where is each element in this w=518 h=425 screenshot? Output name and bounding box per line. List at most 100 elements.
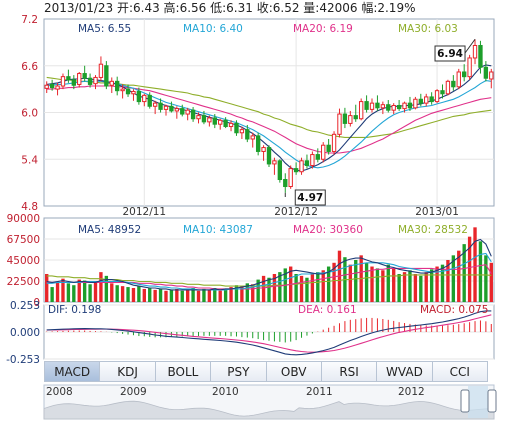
candle-body xyxy=(483,66,489,79)
volume-bar xyxy=(50,287,54,302)
candle-body xyxy=(239,129,245,134)
candlestick xyxy=(386,100,391,113)
candle-body xyxy=(218,119,223,125)
candlestick xyxy=(299,157,304,175)
candlestick xyxy=(424,93,429,107)
volume-bar xyxy=(451,255,456,302)
candlestick xyxy=(364,95,369,113)
volume-bar xyxy=(115,285,119,302)
candlestick xyxy=(44,81,49,94)
tab-macd[interactable]: MACD xyxy=(44,361,101,382)
candlestick xyxy=(174,106,180,119)
timeline-left-handle[interactable] xyxy=(460,389,470,413)
tab-psy[interactable]: PSY xyxy=(211,361,267,382)
candlestick xyxy=(402,101,407,113)
indicator-tabs: MACD KDJ BOLL PSY OBV RSI WVAD CCI xyxy=(44,361,488,382)
candlestick xyxy=(71,75,77,90)
volume-bar xyxy=(131,288,136,302)
volume-bar xyxy=(364,262,369,302)
candle-body xyxy=(104,65,109,87)
volume-bar xyxy=(61,278,65,302)
candlestick xyxy=(239,126,245,139)
candlestick xyxy=(93,75,98,90)
timeline-right-handle[interactable] xyxy=(487,389,497,413)
candle-body xyxy=(158,102,163,110)
macd-legend-dea: DEA: 0.161 xyxy=(298,304,357,316)
candle-body xyxy=(407,102,413,109)
candle-body xyxy=(245,129,250,140)
candle-body xyxy=(348,115,353,124)
candlestick xyxy=(358,98,364,121)
tab-wvad[interactable]: WVAD xyxy=(377,361,433,382)
timeline-selection[interactable] xyxy=(468,386,488,418)
candlestick xyxy=(109,77,114,94)
candle-body xyxy=(375,102,380,109)
candle-body xyxy=(190,109,196,120)
volume-bar xyxy=(402,272,407,302)
volume-bar xyxy=(104,275,109,302)
date-label-2013-01: 2013/01 xyxy=(415,206,459,218)
volume-bar xyxy=(99,272,103,302)
candle-body xyxy=(440,90,445,95)
candlestick xyxy=(60,73,66,90)
candle-body xyxy=(326,144,331,152)
candlestick xyxy=(180,104,185,117)
volume-bar xyxy=(256,279,260,302)
timeline-navigator[interactable]: 2008 2009 2010 2011 2012 xyxy=(43,384,497,420)
volume-bar xyxy=(93,282,98,302)
candle-body xyxy=(424,96,429,104)
candle-body xyxy=(201,115,207,123)
price-ma20-line xyxy=(46,85,492,154)
timeline-year-2010: 2010 xyxy=(212,386,239,398)
macd-y-tick-label: -0.253 xyxy=(6,354,40,366)
candle-body xyxy=(142,94,147,103)
volume-bar xyxy=(240,286,244,302)
date-label-2012-11: 2012/11 xyxy=(122,206,166,218)
candlestick xyxy=(55,82,60,96)
volume-bar xyxy=(348,264,353,302)
candle-body xyxy=(380,104,386,109)
tab-obv[interactable]: OBV xyxy=(266,361,322,382)
candle-body xyxy=(304,160,310,166)
candle-body xyxy=(82,73,87,79)
volume-bar xyxy=(478,241,483,302)
candlestick xyxy=(489,68,494,89)
candle-body xyxy=(212,117,217,125)
volume-y-tick-label: 45000 xyxy=(7,255,40,267)
volume-bar xyxy=(142,288,146,302)
candle-body xyxy=(120,88,125,92)
volume-bar xyxy=(82,280,87,302)
tab-boll[interactable]: BOLL xyxy=(155,361,212,382)
candlestick xyxy=(115,76,120,96)
volume-bar xyxy=(158,288,163,302)
volume-bar xyxy=(169,289,174,302)
header-ohlc-text: 2013/01/23 开:6.43 高:6.56 低:6.31 收:6.52 量… xyxy=(44,0,415,15)
macd-dea-line xyxy=(46,314,492,353)
volume-bar xyxy=(180,290,184,302)
tab-cci[interactable]: CCI xyxy=(432,361,488,382)
candlestick xyxy=(218,118,223,130)
candlestick xyxy=(337,108,342,138)
candlestick xyxy=(418,93,423,107)
candle-body xyxy=(402,102,407,110)
candlestick xyxy=(266,145,272,168)
volume-bar xyxy=(126,287,130,302)
candlestick xyxy=(255,132,261,156)
volume-panel: MA5: 48952 MA10: 43087 MA20: 30360 MA30:… xyxy=(7,213,495,309)
candle-body xyxy=(364,101,369,110)
candlestick xyxy=(440,84,445,99)
candle-body xyxy=(255,135,261,152)
candlestick xyxy=(196,112,201,124)
tab-rsi[interactable]: RSI xyxy=(321,361,378,382)
candlestick xyxy=(147,92,152,109)
candlestick xyxy=(304,154,310,169)
candlestick xyxy=(125,84,131,97)
candle-body xyxy=(98,63,104,78)
tab-kdj[interactable]: KDJ xyxy=(100,361,156,382)
candle-body xyxy=(44,84,49,89)
candle-body xyxy=(196,115,201,120)
candle-body xyxy=(434,90,440,103)
candle-body xyxy=(185,109,190,115)
